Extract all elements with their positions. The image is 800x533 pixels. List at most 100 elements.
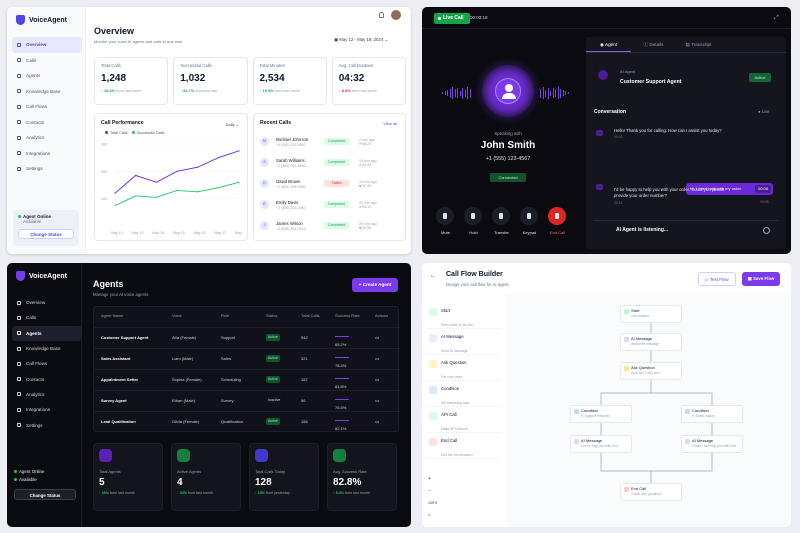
table-row[interactable]: Sales Assistant Liam (Male) Sales Active 321… — [94, 348, 400, 368]
zoom-level: 100% — [428, 497, 437, 509]
flow-node-ai-message[interactable]: AI Message Welcome message — [620, 333, 682, 351]
back-arrow-icon[interactable]: ← — [430, 273, 436, 279]
table-row[interactable]: Lead Qualification Olivia (Female) Qualifi… — [94, 411, 400, 431]
sidebar-item-analytics[interactable]: Analytics — [12, 387, 82, 402]
mic-icon — [436, 207, 454, 225]
rate-bar — [335, 420, 349, 421]
palette-item-ai-message[interactable]: AI Message Send AI message — [426, 331, 499, 355]
data-point — [238, 150, 240, 152]
date-range-picker[interactable]: ▣ May 12 - May 18, 2024 ⌄ — [334, 37, 389, 42]
sidebar-item-knowledge-base[interactable]: Knowledge Base — [12, 341, 82, 356]
sidebar-item-settings[interactable]: Settings — [12, 417, 82, 432]
robot-icon — [596, 184, 603, 190]
flow-node-ask-question[interactable]: Ask Question How can I help you? — [620, 362, 682, 380]
flow-connectors — [600, 323, 713, 483]
zoom-out-button[interactable]: − — [428, 488, 431, 494]
change-status-button[interactable]: Change Status — [14, 489, 76, 500]
table-row[interactable]: Survey Agent Ethan (Male) Survey Inactive 96… — [94, 390, 400, 410]
sidebar-item-overview[interactable]: Overview — [12, 295, 82, 310]
sidebar-item-agents[interactable]: Agents — [12, 68, 82, 84]
flow-node-ai-message[interactable]: AI Message Great! I can help you with tha… — [681, 435, 743, 453]
more-actions-icon[interactable]: ••• — [375, 419, 380, 424]
hold-button[interactable]: Hold — [464, 207, 483, 235]
change-status-button[interactable]: Change Status — [18, 229, 74, 239]
flow-node-end-call[interactable]: End Call Thank you, goodbye! — [620, 483, 682, 501]
flow-canvas[interactable]: Start Call initiated AI Message Welcome me… — [506, 293, 791, 527]
stat-label: Total Agents — [99, 469, 121, 474]
success-rate-value: 85.2% — [335, 342, 347, 347]
palette-item-start[interactable]: Start Entry point of the call — [426, 305, 499, 329]
caller-name: James Wilson — [276, 220, 303, 226]
keypad-button[interactable]: Keypad — [520, 207, 539, 235]
sidebar-item-settings[interactable]: Settings — [12, 161, 82, 177]
sidebar-item-label: Analytics — [26, 135, 45, 141]
create-agent-button[interactable]: + Create Agent — [352, 278, 398, 292]
end-call-button[interactable]: End Call — [548, 207, 567, 235]
avatar[interactable] — [391, 10, 401, 20]
caller-info: Emily Davis +1 (555) 321-0987 — [276, 200, 324, 210]
button-label: Save Flow — [752, 276, 775, 281]
more-actions-icon[interactable]: ••• — [375, 377, 380, 382]
waveform-left — [442, 87, 471, 99]
list-item[interactable]: S Sarah Williams +1 (555) 987-6543 Complete… — [260, 152, 400, 173]
more-actions-icon[interactable]: ••• — [375, 356, 380, 361]
sidebar-item-knowledge-base[interactable]: Knowledge Base — [12, 84, 82, 100]
sidebar-item-contacts[interactable]: Contacts — [12, 371, 82, 386]
message-text: I'd be happy to help you with your order… — [614, 187, 725, 199]
palette-item-condition[interactable]: Condition Set branching logic — [426, 383, 499, 407]
sidebar-item-analytics[interactable]: Analytics — [12, 130, 82, 146]
sidebar-item-call-flows[interactable]: Call Flows — [12, 99, 82, 115]
list-item[interactable]: E Emily Davis +1 (555) 321-0987 Completed 20… — [260, 194, 400, 215]
x-tick-label: May 18 — [235, 231, 243, 235]
agent-online-label: Agent Online — [18, 214, 74, 219]
expand-icon[interactable]: ⤢ — [774, 15, 779, 21]
test-flow-button[interactable]: ▷ Test Flow — [698, 272, 736, 286]
table-row[interactable]: Customer Support Agent Aria (Female) Suppo… — [94, 327, 400, 347]
flow-node-start[interactable]: Start Call initiated — [620, 305, 682, 323]
list-item[interactable]: M Michael Johnson +1 (555) 123-4567 Complet… — [260, 131, 400, 152]
sidebar-item-overview[interactable]: Overview — [12, 37, 82, 53]
sidebar-item-agents[interactable]: Agents — [12, 325, 82, 341]
tab-agent[interactable]: ◉ Agent — [586, 37, 631, 52]
palette-item-api-call[interactable]: API Call Make API request — [426, 409, 499, 433]
stat-card: Total Agents 5 ↑ 25% from last month — [93, 443, 163, 511]
more-actions-icon[interactable]: ••• — [375, 335, 380, 340]
flow-node-condition[interactable]: Condition If: Sales Inquiry — [681, 405, 743, 423]
duration: 05:12 — [362, 204, 372, 209]
table-row[interactable]: Appointment Setter Sophia (Female) Schedul… — [94, 369, 400, 389]
data-point — [176, 170, 178, 172]
mute-button[interactable]: Mute — [436, 207, 455, 235]
view-all-link[interactable]: View all — [383, 121, 397, 126]
flow-node-ai-message[interactable]: AI Message Let me help you with that — [570, 435, 632, 453]
transfer-button[interactable]: Transfer — [492, 207, 511, 235]
save-flow-button[interactable]: ▣ Save Flow — [742, 272, 780, 286]
success-rate-value: 76.5% — [335, 405, 347, 410]
sidebar-item-calls[interactable]: Calls — [12, 310, 82, 325]
bell-icon[interactable] — [379, 12, 384, 18]
fit-icon[interactable]: ⌂ — [428, 512, 432, 518]
tab-transcript[interactable]: ▤ Transcript — [685, 42, 712, 47]
status-badge: Active — [749, 73, 771, 82]
call-timer: 00:03:18 — [470, 15, 488, 20]
list-item[interactable]: J James Wilson +1 (555) 654-3210 Completed 2… — [260, 215, 400, 236]
sidebar-item-calls[interactable]: Calls — [12, 53, 82, 69]
range-dropdown[interactable]: Daily ⌄ — [225, 122, 239, 127]
flow-node-condition[interactable]: Condition If: Support Request — [570, 405, 632, 423]
palette-item-ask-question[interactable]: Ask Question Get user input — [426, 357, 499, 381]
sidebar-item-label: Calls — [26, 57, 37, 63]
sidebar-item-integrations[interactable]: Integrations — [12, 402, 82, 417]
page-title: Call Flow Builder — [446, 271, 503, 278]
sidebar-item-call-flows[interactable]: Call Flows — [12, 356, 82, 371]
palette-item-end-call[interactable]: End Call End the conversation — [426, 435, 499, 459]
zoom-in-button[interactable]: + — [428, 476, 431, 482]
sidebar-item-integrations[interactable]: Integrations — [12, 146, 82, 162]
sidebar-item-contacts[interactable]: Contacts — [12, 115, 82, 131]
list-item[interactable]: D David Brown +1 (555) 456-7890 Failed 15 mi… — [260, 173, 400, 194]
line-chart: 300 200 100 May 12 May 13 May 14 May 15 May 16 M… — [101, 143, 243, 236]
tab-details[interactable]: ⓘ Details — [643, 42, 664, 47]
data-point — [135, 195, 137, 197]
column-header: Agent Name — [101, 313, 124, 318]
agent-status-title: Agent Online — [23, 214, 51, 219]
palette-item-sub: Entry point of the call — [441, 323, 473, 327]
more-actions-icon[interactable]: ••• — [375, 398, 380, 403]
